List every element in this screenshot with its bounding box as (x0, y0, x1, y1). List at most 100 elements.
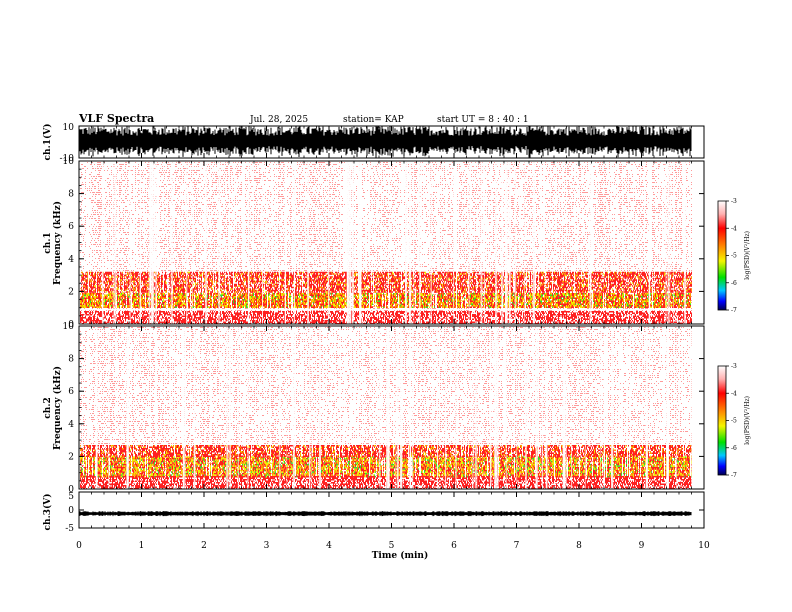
ch1-spec-band-green (401, 303, 402, 305)
ch1-spec-band-yellow (163, 293, 164, 302)
ch1-spec-speckle (252, 162, 253, 317)
ch1-spec-band-green (631, 297, 632, 299)
ch1-spec-speckle (279, 162, 280, 323)
ch1-spec-low-strip (132, 312, 133, 325)
ch1-spec-band-red (450, 271, 451, 293)
ch1-spec-low-strip (476, 315, 477, 322)
ch1-spec-band-green (546, 300, 547, 302)
ch1-spec-band-yellow (408, 277, 409, 280)
ch1-spec-band-orange (223, 302, 224, 307)
ch1-spec-band-yellow (169, 277, 170, 280)
ch1-spec-band-yellow (278, 294, 279, 308)
ch1-spec-band-red (277, 293, 278, 307)
ch1-spec-band-orange (291, 277, 292, 280)
ch1-spec-low-strip (299, 312, 300, 325)
ch1-spec-band-yellow (563, 293, 564, 296)
ch1-spec-band-green (233, 300, 234, 304)
ch1-spec-band-green (620, 297, 621, 299)
ch1-spec-band-orange (300, 303, 301, 308)
ch1-spec-band-red (344, 293, 345, 295)
ch1-spec-low-strip (309, 311, 310, 322)
ch1-spec-low-strip (165, 312, 166, 325)
ch1-spec-band-orange (228, 293, 229, 305)
ch1-spec-band-orange (319, 293, 320, 308)
ch1-spec-band-orange (407, 297, 408, 308)
ch1-spec-band-yellow (460, 273, 461, 275)
ch1-spec-gap (192, 161, 193, 324)
ch1-spec-band-orange (275, 305, 276, 307)
ch1-spec-band-green (653, 302, 654, 305)
ch1-spec-band-orange (278, 273, 279, 275)
ch1-spec-band-yellow (434, 303, 435, 305)
ch1-spec-band-green (295, 297, 296, 299)
ch1-spec-band-red (474, 271, 475, 292)
ch1-spec-band-green (177, 300, 178, 305)
ch1-spec-band-yellow (458, 296, 459, 307)
ch1-spec-low-strip (158, 315, 159, 325)
ch1-spec-band-orange (440, 293, 441, 307)
ch1-spec-band-orange (82, 294, 83, 307)
ch1-spec-band-orange (492, 293, 493, 307)
ch1-spec-band-orange (572, 296, 573, 298)
ch1-spec-low-strip (605, 311, 606, 325)
ch1-spec-band-yellow (178, 293, 179, 302)
ch1-spec-band-green (169, 297, 170, 299)
ch1-spec-gap (218, 161, 221, 324)
ch1-spec-band-yellow (225, 294, 226, 308)
ch1-spec-low-strip (472, 314, 473, 323)
ch1-spec-speckle (254, 166, 255, 309)
ch1-spec-band-orange (190, 274, 191, 277)
ch2-spec-speckle (262, 331, 263, 484)
ch1-spec-low-strip (121, 315, 122, 325)
ch1-spec-speckle (537, 162, 538, 323)
ch1-spec-speckle (235, 162, 236, 317)
ch1-spec-band-green (611, 299, 612, 301)
ch1-spec-band-orange (253, 297, 254, 308)
ch1-spec-band-yellow (321, 296, 322, 304)
ch1-spec-band-red (663, 293, 664, 308)
ch1-spec-speckle (553, 162, 554, 307)
ch1-spec-band-red (121, 296, 122, 305)
ch1-spec-low-strip (562, 311, 563, 325)
ch1-spec-band-red (343, 296, 344, 304)
ch1-spec-band-green (88, 305, 89, 307)
ch1-spec-band-orange (690, 293, 691, 298)
ch1-spec-band-yellow (408, 303, 409, 305)
ch1-spec-band-orange (240, 293, 241, 308)
ch1-spec-speckle (221, 170, 222, 319)
ch1-spec-speckle (575, 182, 576, 295)
ch1-spec-band-red (96, 293, 97, 305)
ch1-spec-colorbar-tick-label: -6 (731, 280, 737, 287)
ch1-spec-band-red (80, 297, 81, 308)
ch1-spec-band-green (656, 297, 657, 299)
ch1-spec-band-yellow (499, 289, 500, 292)
ch1-spec-band-red (378, 299, 379, 307)
ch1-spec-low-strip (623, 312, 624, 322)
ch1-spec-gap (648, 161, 651, 324)
ch1-spec-band-yellow (536, 306, 537, 308)
ch1-spec-band-yellow (324, 294, 325, 308)
ch1-spec-band-yellow (355, 306, 356, 308)
ch1-spec-band-green (278, 299, 279, 301)
ch1-spec-gap (669, 161, 671, 324)
ch1-spec-speckle (451, 172, 452, 323)
ch1-spec-low-strip (659, 311, 660, 325)
ch1-spec-band-orange (378, 294, 379, 305)
ch1-spec-band-red (207, 293, 208, 307)
ch1-spec-band-red (536, 277, 537, 293)
ch1-spec-band-yellow (332, 297, 333, 299)
ch1-spec-band-yellow (189, 300, 190, 302)
ch1-spec-band-red (471, 294, 472, 308)
ch1-spec-band-yellow (393, 297, 394, 301)
ch1-spec-band-orange (594, 280, 595, 284)
ch1-spec-band-orange (301, 293, 302, 298)
ch1-spec-band-orange (89, 293, 90, 307)
ch1-spec-band-yellow (340, 296, 341, 304)
ch1-spec-band-yellow (448, 279, 449, 281)
ch1-spec-band-green (416, 300, 417, 304)
ch1-spec-low-strip (118, 312, 119, 325)
ch1-spec-band-orange (677, 291, 678, 293)
ch1-spec-band-red (300, 293, 301, 307)
ch1-spec-band-yellow (478, 293, 479, 302)
ch1-spec-band-orange (399, 296, 400, 307)
